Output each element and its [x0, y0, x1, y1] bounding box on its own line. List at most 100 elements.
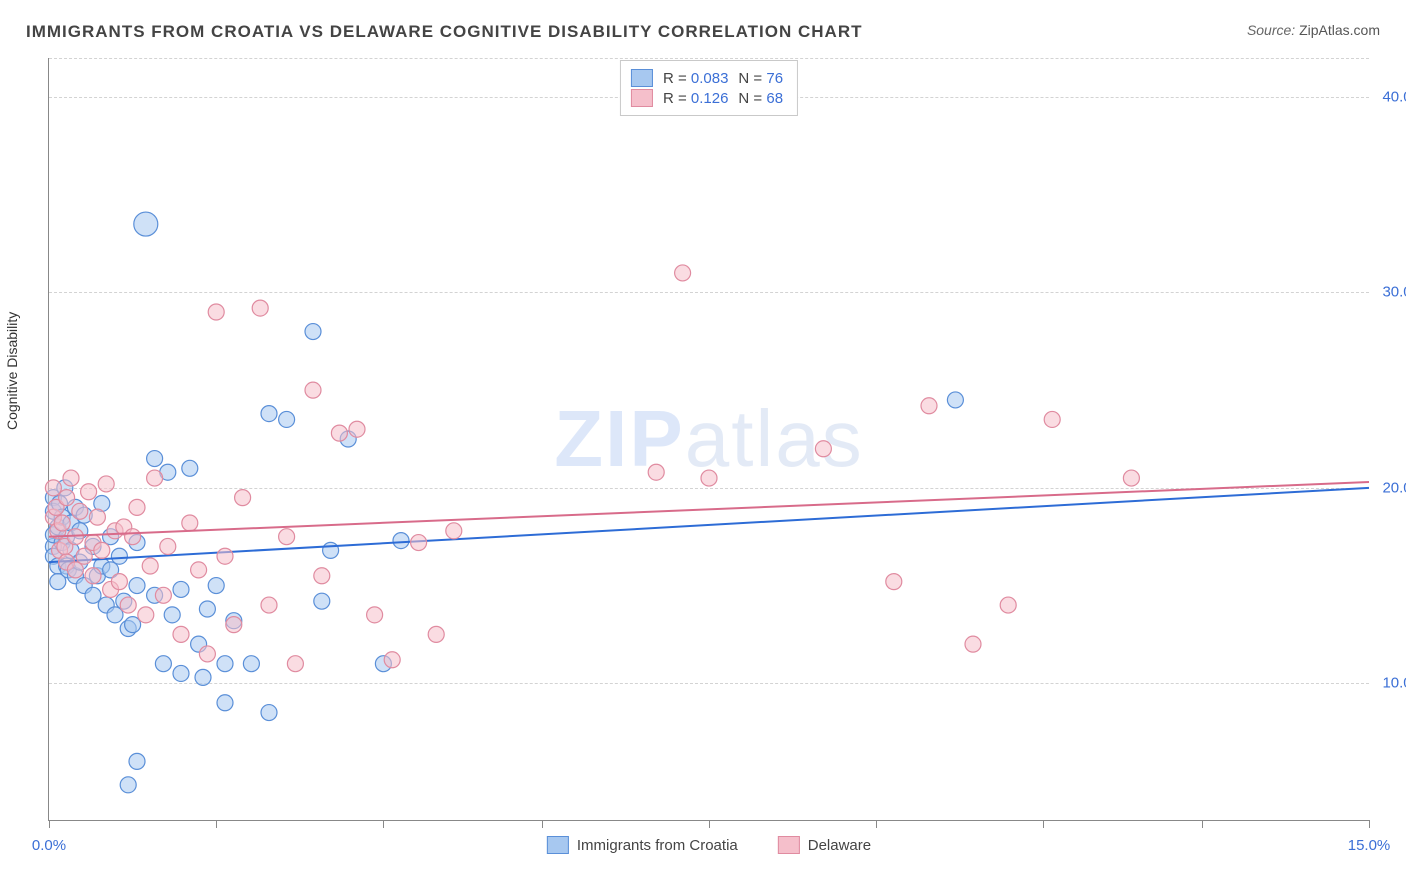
data-point: [428, 626, 444, 642]
legend-stats: R = 0.083 N = 76 R = 0.126 N = 68: [620, 60, 798, 116]
data-point: [261, 597, 277, 613]
data-point: [331, 425, 347, 441]
trend-line: [49, 482, 1369, 537]
data-point: [287, 656, 303, 672]
y-tick-label: 30.0%: [1382, 284, 1406, 301]
x-tick: [383, 820, 384, 828]
data-point: [134, 212, 158, 236]
data-point: [815, 441, 831, 457]
data-point: [89, 509, 105, 525]
data-point: [411, 535, 427, 551]
data-point: [59, 490, 75, 506]
x-tick: [1043, 820, 1044, 828]
data-point: [120, 597, 136, 613]
legend-swatch-0: [631, 69, 653, 87]
legend-label-1: Delaware: [808, 837, 871, 854]
data-point: [67, 562, 83, 578]
data-point: [648, 464, 664, 480]
data-point: [54, 515, 70, 531]
x-tick: [216, 820, 217, 828]
data-point: [160, 538, 176, 554]
legend-r-0: R = 0.083: [663, 70, 728, 87]
legend-item-0: Immigrants from Croatia: [547, 836, 738, 854]
data-point: [63, 470, 79, 486]
x-tick: [1202, 820, 1203, 828]
data-point: [217, 656, 233, 672]
x-tick: [1369, 820, 1370, 828]
data-point: [98, 476, 114, 492]
data-point: [173, 665, 189, 681]
data-point: [305, 324, 321, 340]
legend-swatch-1: [631, 89, 653, 107]
data-point: [323, 542, 339, 558]
data-point: [965, 636, 981, 652]
x-tick: [49, 820, 50, 828]
data-point: [111, 548, 127, 564]
data-point: [129, 753, 145, 769]
legend-label-0: Immigrants from Croatia: [577, 837, 738, 854]
legend-r-1: R = 0.126: [663, 90, 728, 107]
data-point: [235, 490, 251, 506]
source-value: ZipAtlas.com: [1299, 22, 1380, 38]
data-point: [243, 656, 259, 672]
data-point: [1000, 597, 1016, 613]
data-point: [155, 587, 171, 603]
data-point: [155, 656, 171, 672]
data-point: [191, 562, 207, 578]
data-point: [111, 574, 127, 590]
data-point: [886, 574, 902, 590]
data-point: [261, 406, 277, 422]
legend-bottom: Immigrants from Croatia Delaware: [547, 836, 871, 854]
x-tick: [709, 820, 710, 828]
data-point: [147, 451, 163, 467]
data-point: [164, 607, 180, 623]
legend-stats-row-0: R = 0.083 N = 76: [631, 69, 783, 87]
data-point: [142, 558, 158, 574]
data-point: [252, 300, 268, 316]
data-point: [85, 587, 101, 603]
data-point: [94, 542, 110, 558]
y-tick-label: 20.0%: [1382, 479, 1406, 496]
data-point: [147, 470, 163, 486]
legend-n-1: N = 68: [738, 90, 783, 107]
data-point: [261, 705, 277, 721]
data-point: [195, 669, 211, 685]
source-label: Source:: [1247, 22, 1295, 38]
data-point: [921, 398, 937, 414]
legend-n-0: N = 76: [738, 70, 783, 87]
data-point: [81, 484, 97, 500]
data-point: [349, 421, 365, 437]
plot-area: ZIPatlas R = 0.083 N = 76 R = 0.126 N = …: [48, 58, 1369, 821]
data-point: [85, 568, 101, 584]
y-tick-label: 40.0%: [1382, 89, 1406, 106]
data-point: [446, 523, 462, 539]
data-point: [393, 533, 409, 549]
data-point: [182, 515, 198, 531]
y-axis-label: Cognitive Disability: [4, 312, 20, 430]
legend-stats-row-1: R = 0.126 N = 68: [631, 89, 783, 107]
data-point: [1044, 411, 1060, 427]
data-point: [305, 382, 321, 398]
data-point: [675, 265, 691, 281]
data-point: [367, 607, 383, 623]
data-point: [217, 548, 233, 564]
data-point: [701, 470, 717, 486]
data-point: [138, 607, 154, 623]
data-point: [125, 529, 141, 545]
x-tick: [542, 820, 543, 828]
data-point: [173, 626, 189, 642]
legend-item-1: Delaware: [778, 836, 871, 854]
data-point: [217, 695, 233, 711]
data-point: [129, 578, 145, 594]
data-point: [173, 581, 189, 597]
data-point: [45, 480, 61, 496]
data-point: [76, 548, 92, 564]
scatter-series: [49, 58, 1369, 820]
data-point: [125, 617, 141, 633]
data-point: [107, 607, 123, 623]
data-point: [314, 568, 330, 584]
legend-swatch-bottom-0: [547, 836, 569, 854]
x-tick-label: 15.0%: [1348, 837, 1391, 854]
data-point: [120, 777, 136, 793]
legend-swatch-bottom-1: [778, 836, 800, 854]
